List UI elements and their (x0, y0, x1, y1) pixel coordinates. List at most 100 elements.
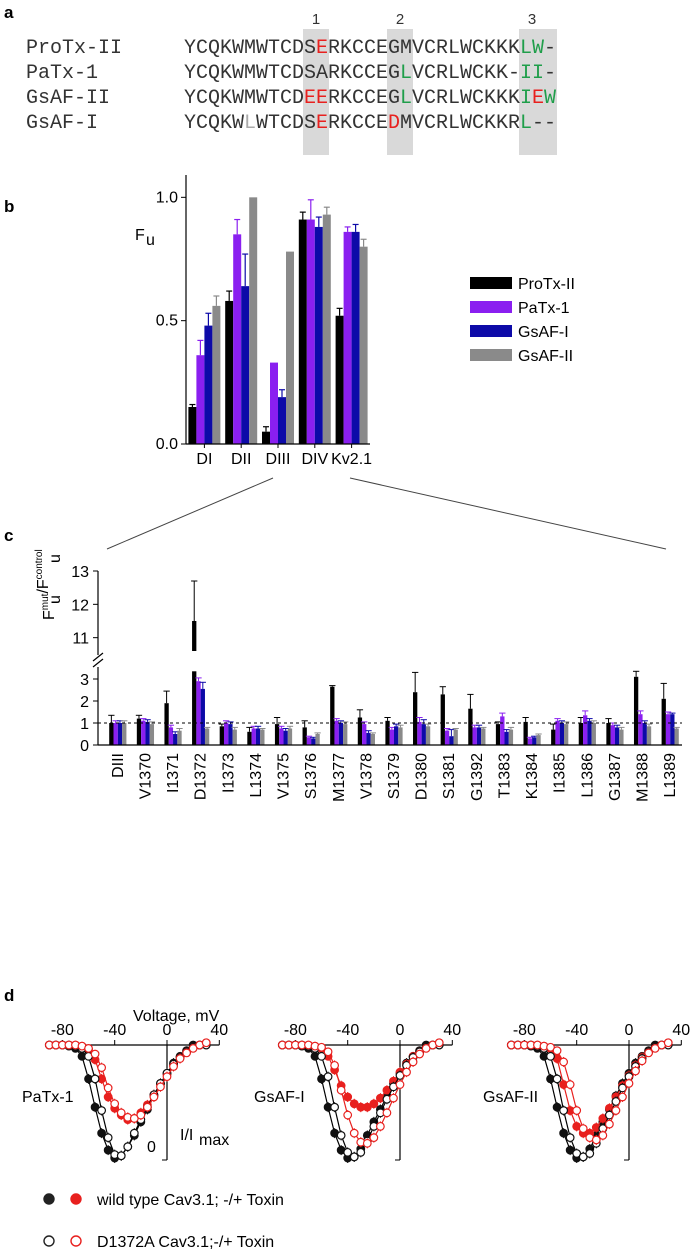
data-point (559, 1106, 569, 1115)
bar (315, 734, 320, 745)
data-point (644, 1048, 654, 1058)
residue: D (292, 37, 304, 60)
data-point (585, 1149, 595, 1158)
residue: G (388, 87, 400, 110)
bar (642, 723, 647, 745)
bar (449, 736, 454, 745)
residue: E (532, 87, 544, 110)
residue: C (280, 37, 292, 60)
bar (260, 729, 265, 745)
highlight-region-1 (303, 29, 329, 155)
residue: C (352, 87, 364, 110)
bar-upper (192, 621, 197, 651)
bar (314, 226, 323, 444)
residue: M (244, 37, 256, 60)
data-point (90, 1074, 100, 1084)
y-axis-label-sub: u (47, 554, 64, 563)
data-point (591, 1135, 601, 1145)
axis-break-mark (92, 652, 104, 662)
y-axis-label-part: mut (40, 593, 51, 610)
data-point (116, 1151, 126, 1161)
residue: - (544, 62, 556, 85)
residue: C (280, 62, 292, 85)
residue: K (220, 37, 232, 60)
data-point (103, 1133, 113, 1143)
data-point (408, 1057, 418, 1067)
x-tick-label: 0 (396, 1022, 405, 1039)
data-point (149, 1092, 159, 1102)
region-number-2: 2 (396, 11, 404, 28)
y-tick-label: 13 (71, 564, 89, 581)
residue: L (520, 37, 532, 60)
residue: C (196, 87, 208, 110)
residue: L (400, 87, 412, 110)
bar (394, 726, 399, 745)
x-tick-label: 40 (443, 1022, 461, 1039)
data-point (382, 1108, 392, 1118)
residue: C (424, 37, 436, 60)
residue: G (388, 37, 400, 60)
data-point (578, 1124, 588, 1134)
residue: T (268, 62, 280, 85)
residue: W (256, 112, 268, 135)
residue: K (340, 37, 352, 60)
bar (223, 723, 229, 745)
bar (370, 734, 375, 745)
iv-curves: -80 -40 0 40 PaTx-1 -80 -40 0 40 GsAF-I -80 -40 0 40 G… (22, 1008, 690, 1163)
data-point (415, 1049, 425, 1059)
data-point (156, 1082, 165, 1092)
bar (646, 726, 652, 745)
data-point (624, 1079, 634, 1088)
data-point (103, 1083, 113, 1093)
residue: S (304, 112, 316, 135)
residue: D (292, 62, 304, 85)
residue: C (424, 87, 436, 110)
residue: S (304, 62, 316, 85)
residue: I (532, 62, 544, 85)
residue: M (400, 112, 412, 135)
data-point (663, 1038, 673, 1048)
residue: R (328, 37, 340, 60)
legend-label: wild type Cav3.1; -/+ Toxin (96, 1192, 284, 1209)
residue: C (280, 112, 292, 135)
category-label: M1388 (635, 753, 652, 802)
y-tick-label: 1 (80, 716, 89, 733)
residue: T (268, 112, 280, 135)
residue: Y (184, 62, 196, 85)
bar (173, 734, 178, 745)
residue: L (448, 62, 460, 85)
bar (619, 729, 624, 745)
bar (536, 735, 541, 745)
residue: W (256, 62, 268, 85)
legend-marker (70, 1235, 82, 1247)
data-point (323, 1072, 333, 1082)
residue: C (196, 37, 208, 60)
bar (495, 724, 501, 745)
data-point (349, 1152, 359, 1162)
residue: E (304, 87, 316, 110)
bar (270, 362, 278, 444)
bar (228, 724, 233, 745)
bar-chart-c: DIII V1370 I1371 D1372 I1373 L1374 V1375 S1376 M… (34, 549, 682, 802)
legend-d: wild type Cav3.1; -/+ Toxin D1372A Cav3.1… (43, 1192, 284, 1251)
bar (614, 727, 620, 745)
bar (559, 723, 565, 745)
region-number-1: 1 (312, 11, 320, 28)
data-point (103, 1145, 113, 1155)
subplot-label: GsAF-II (483, 1089, 538, 1106)
residue: W (232, 112, 244, 135)
residue: C (352, 37, 364, 60)
residue: W (460, 87, 472, 110)
bar (610, 725, 615, 745)
residue: K (220, 87, 232, 110)
residue: K (496, 87, 508, 110)
data-point (162, 1072, 172, 1082)
bar (196, 355, 205, 444)
y-axis-label-sub: max (199, 1132, 229, 1149)
category-label: G1387 (607, 753, 624, 801)
residue: S (304, 37, 316, 60)
bar (334, 720, 339, 745)
residue: K (484, 87, 496, 110)
data-point (336, 1085, 346, 1095)
bar (389, 729, 394, 745)
